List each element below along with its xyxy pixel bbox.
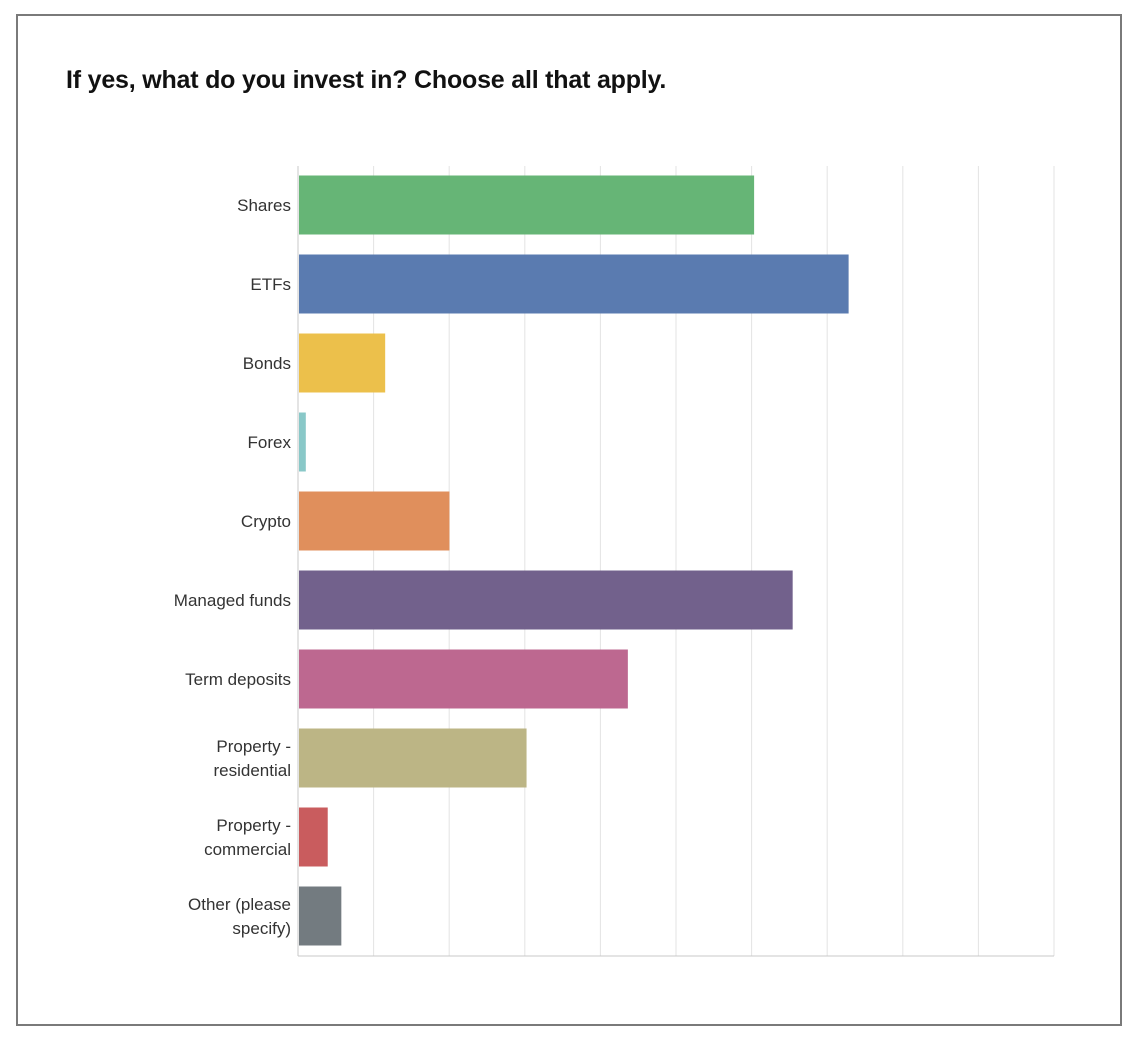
category-label: Managed funds [174, 591, 291, 610]
category-label-line: specify) [232, 919, 291, 938]
bar [299, 491, 450, 551]
category-label-line: Property - [216, 737, 291, 756]
chart-title: If yes, what do you invest in? Choose al… [66, 66, 667, 94]
bar [299, 807, 328, 867]
category-label-line: Term deposits [185, 670, 291, 689]
category-label-line: Shares [237, 196, 291, 215]
category-label-line: Managed funds [174, 591, 291, 610]
category-label: Term deposits [185, 670, 291, 689]
bar [299, 649, 628, 709]
category-label-line: Bonds [243, 354, 291, 373]
bar [299, 175, 755, 235]
category-label-line: Crypto [241, 512, 291, 531]
category-label-line: Forex [248, 433, 292, 452]
category-label: ETFs [250, 275, 291, 294]
category-label-line: ETFs [250, 275, 291, 294]
category-label-line: residential [214, 761, 292, 780]
category-label: Crypto [241, 512, 291, 531]
category-label: Forex [248, 433, 292, 452]
category-label: Bonds [243, 354, 291, 373]
bar [299, 254, 849, 314]
category-label: Property - commercial [204, 816, 291, 859]
category-label-line: Property - [216, 816, 291, 835]
bar [299, 412, 306, 472]
bar [299, 333, 386, 393]
bar [299, 570, 793, 630]
bar [299, 728, 527, 788]
bar [299, 886, 342, 946]
category-label-line: Other (please [188, 895, 291, 914]
category-label-line: commercial [204, 840, 291, 859]
category-label: Shares [237, 196, 291, 215]
category-label: Property - residential [214, 737, 292, 780]
category-label: Other (please specify) [188, 895, 291, 938]
